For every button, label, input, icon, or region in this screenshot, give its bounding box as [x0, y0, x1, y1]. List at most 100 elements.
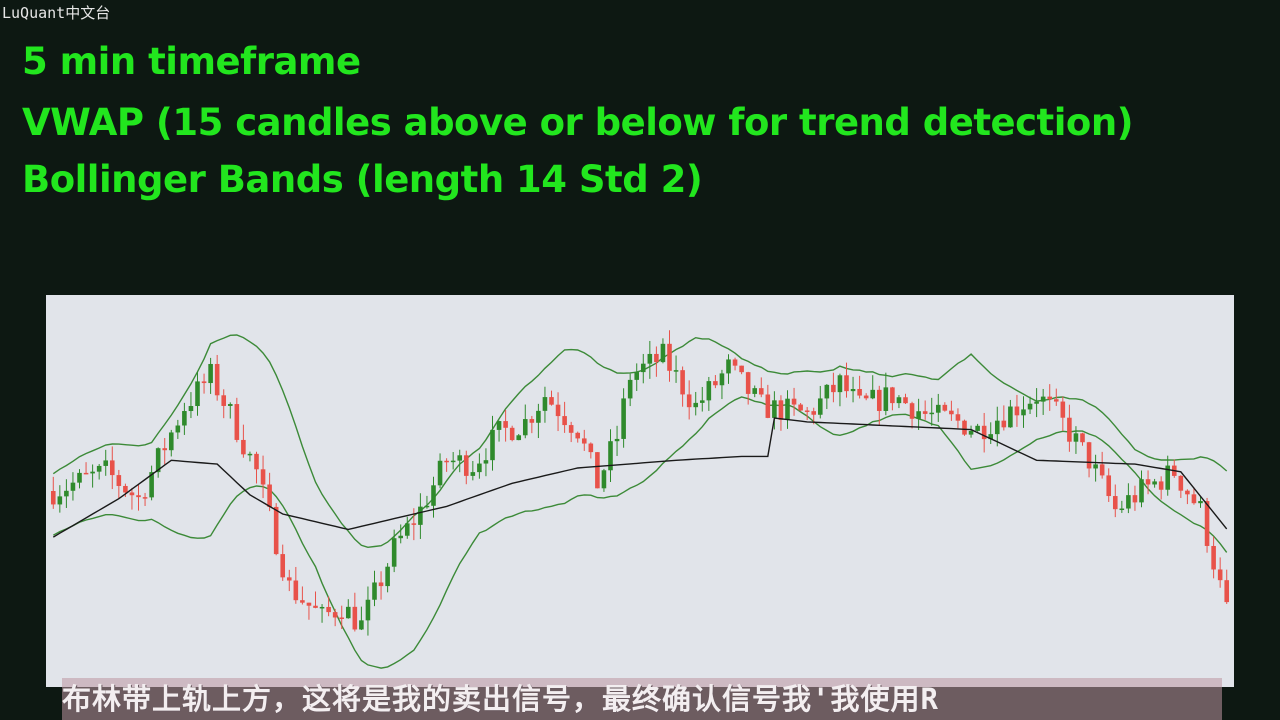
candle-bear [273, 506, 279, 555]
candle-bull [1073, 433, 1079, 442]
candle-bull [490, 429, 495, 461]
candle-bull [1119, 508, 1125, 511]
candle-bull [398, 535, 404, 539]
candle-bear [50, 491, 56, 505]
candle-bear [1191, 494, 1197, 504]
candle-bull [483, 460, 489, 464]
candle-bull [208, 363, 213, 384]
candle-bull [968, 430, 974, 435]
candle-bear [844, 375, 849, 392]
candle-bull [319, 606, 325, 609]
candle-bull [1126, 495, 1131, 509]
candle-bull [70, 482, 76, 491]
candle-bull [726, 359, 731, 374]
candle-bear [123, 485, 128, 493]
candle-bull [837, 375, 843, 393]
candle-bull [522, 419, 528, 436]
candle-bear [857, 388, 862, 396]
candle-bear [1099, 464, 1105, 476]
candle-bull [359, 620, 364, 630]
candle-bull [640, 363, 646, 373]
candle-bear [804, 410, 810, 412]
candle-bear [1047, 396, 1053, 400]
candle-bull [634, 372, 640, 380]
candle-bear [1014, 406, 1020, 416]
candle-bear [713, 381, 718, 386]
candle-bear [588, 443, 594, 453]
candle-bear [1145, 479, 1151, 485]
candle-bull [916, 411, 921, 419]
candle-bear [955, 414, 961, 421]
candle-bull [404, 523, 410, 536]
candle-bull [673, 370, 679, 372]
candle-bull [1008, 406, 1013, 428]
bollinger-lower-band [52, 396, 1228, 669]
title-line-vwap: VWAP (15 candles above or below for tren… [22, 101, 1134, 144]
candle-bear [503, 421, 508, 428]
candle-bull [785, 398, 790, 420]
candle-bear [162, 448, 168, 451]
candle-bear [201, 381, 207, 384]
candle-bear [1067, 417, 1072, 442]
candle-bull [1152, 481, 1157, 485]
candle-bear [241, 439, 246, 455]
channel-watermark: LuQuant中文台 [2, 4, 111, 22]
candle-bear [555, 404, 561, 417]
candle-bull [542, 397, 548, 411]
candle-bull [1139, 479, 1144, 503]
candle-bear [109, 460, 115, 476]
candle-bear [1112, 496, 1118, 510]
candle-bear [680, 370, 685, 395]
candle-bear [811, 411, 817, 415]
candle-bear [83, 472, 89, 475]
candle-bull [450, 460, 456, 463]
candle-bull [929, 412, 935, 415]
candle-bull [385, 566, 390, 587]
candle-bull [424, 505, 430, 508]
candle-bear [791, 398, 797, 405]
candle-bear [260, 469, 266, 485]
candle-bear [549, 397, 554, 405]
candle-bull [883, 387, 889, 411]
candle-bull [470, 472, 476, 476]
candle-bear [411, 523, 417, 525]
candle-bear [667, 343, 672, 371]
candle-bull [693, 402, 699, 408]
candle-bull [149, 472, 154, 498]
candle-bull [608, 441, 613, 471]
candle-bull [660, 343, 666, 363]
candle-bear [1224, 580, 1230, 603]
candle-bear [1158, 481, 1164, 490]
candlestick-chart [50, 330, 1230, 669]
candle-bull [477, 463, 482, 473]
candle-bear [267, 484, 272, 507]
candle-bull [935, 404, 941, 413]
candle-bull [719, 373, 725, 386]
candle-bull [227, 404, 233, 406]
candle-bull [772, 400, 777, 418]
candle-bull [496, 421, 502, 430]
candle-bear [654, 353, 659, 363]
bollinger-upper-band [52, 334, 1228, 549]
candle-bull [516, 435, 522, 441]
candle-bull [896, 397, 902, 404]
candle-bear [909, 403, 915, 419]
candle-bull [365, 599, 371, 621]
candle-bear [962, 420, 967, 435]
candle-bull [1165, 465, 1171, 490]
candle-bear [1080, 433, 1085, 443]
candle-bull [647, 353, 653, 364]
candle-bull [418, 506, 423, 525]
candle-bear [463, 455, 469, 476]
candle-bear [293, 580, 299, 601]
candle-bull [57, 496, 63, 505]
candle-bull [824, 384, 830, 399]
candle-bear [306, 602, 312, 606]
candle-bull [372, 582, 377, 600]
candle-bear [765, 394, 771, 418]
candle-bear [116, 475, 122, 486]
candle-bull [247, 453, 253, 456]
candle-bull [77, 472, 82, 483]
candle-bear [136, 495, 141, 498]
candle-bear [352, 606, 358, 630]
